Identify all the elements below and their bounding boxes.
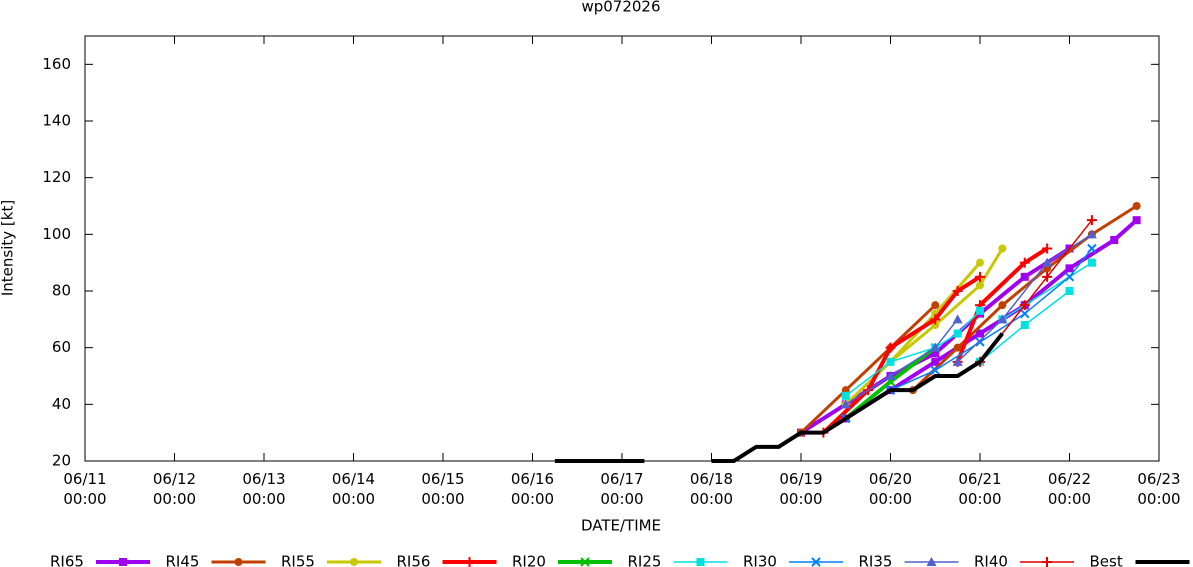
marker <box>1019 300 1030 311</box>
marker <box>953 329 962 338</box>
legend-marker <box>350 558 358 566</box>
legend-label: RI45 <box>166 553 200 567</box>
x-tick-label: 06/16 00:00 <box>510 470 555 508</box>
marker <box>931 349 940 358</box>
marker <box>841 391 850 400</box>
marker <box>952 286 963 296</box>
x-tick-label: 06/18 00:00 <box>689 470 734 508</box>
marker <box>1042 257 1053 267</box>
marker <box>1086 229 1097 239</box>
legend-marker <box>580 557 590 567</box>
marker <box>931 301 940 310</box>
marker <box>930 342 941 352</box>
marker <box>886 357 895 366</box>
marker <box>1019 257 1030 268</box>
marker <box>998 301 1007 310</box>
y-tick-label: 120 <box>42 168 71 186</box>
legend-marker <box>696 558 705 566</box>
marker <box>1086 215 1097 226</box>
legend-label: RI25 <box>628 553 662 567</box>
legend-label: Best <box>1090 553 1123 567</box>
legend-label: RI56 <box>397 553 431 567</box>
legend-marker <box>234 558 243 566</box>
marker <box>885 342 896 353</box>
marker <box>976 306 984 315</box>
marker <box>885 371 896 380</box>
x-tick-label: 06/19 00:00 <box>779 470 823 508</box>
x-tick-label: 06/17 00:00 <box>600 470 644 508</box>
legend-label: RI40 <box>974 553 1008 567</box>
series-line <box>554 332 1004 463</box>
marker <box>1110 236 1119 244</box>
legend-label: RI30 <box>743 553 777 567</box>
y-tick-label: 80 <box>52 282 71 300</box>
marker <box>1132 216 1141 225</box>
legend-label: RI55 <box>281 553 315 567</box>
y-tick-label: 20 <box>52 452 71 470</box>
legend-marker <box>1042 557 1052 567</box>
marker <box>975 271 985 282</box>
x-tick-label: 06/11 00:00 <box>63 470 107 508</box>
marker <box>952 356 963 366</box>
chart-title: wp072026 <box>581 0 660 16</box>
marker <box>953 343 962 352</box>
marker <box>1020 308 1030 319</box>
legend-label: RI35 <box>859 553 893 567</box>
x-tick-label: 06/22 00:00 <box>1047 470 1092 508</box>
marker <box>1132 202 1141 210</box>
legend-label: RI20 <box>512 553 546 567</box>
y-tick-label: 100 <box>42 225 71 243</box>
marker <box>998 244 1007 253</box>
x-tick-label: 06/13 00:00 <box>242 470 286 508</box>
marker <box>1042 243 1053 254</box>
marker <box>1087 258 1096 267</box>
x-tick-label: 06/12 00:00 <box>152 470 197 508</box>
y-tick-label: 160 <box>42 55 71 73</box>
plot-frame <box>84 35 1160 462</box>
marker <box>930 365 940 376</box>
x-tick-label: 06/14 00:00 <box>331 470 376 508</box>
marker <box>976 329 984 338</box>
marker <box>976 281 984 290</box>
x-tick-label: 06/15 00:00 <box>421 470 465 508</box>
marker <box>976 258 984 267</box>
x-tick-label: 06/21 00:00 <box>958 470 1002 508</box>
marker <box>1020 272 1029 281</box>
marker <box>840 399 851 409</box>
series-line <box>821 246 1049 435</box>
marker <box>1064 272 1075 282</box>
y-axis-label: Intensity [kt] <box>0 200 17 296</box>
marker <box>1042 271 1053 282</box>
marker <box>952 314 963 324</box>
x-tick-label: 06/23 00:00 <box>1137 470 1181 508</box>
marker <box>1087 243 1097 254</box>
x-axis-label: DATE/TIME <box>581 517 661 535</box>
y-tick-label: 60 <box>52 338 71 356</box>
marker <box>1065 287 1074 295</box>
x-tick-label: 06/20 00:00 <box>868 470 913 508</box>
legend-marker <box>926 557 937 566</box>
series-line <box>799 204 1138 434</box>
y-tick-label: 40 <box>52 395 71 413</box>
marker <box>931 357 940 366</box>
marker <box>1020 321 1029 329</box>
legend-label: RI65 <box>50 553 84 567</box>
marker <box>1065 264 1074 273</box>
legend-marker <box>464 557 475 567</box>
marker <box>997 314 1008 324</box>
marker <box>930 314 941 325</box>
marker <box>975 337 985 347</box>
y-tick-label: 140 <box>42 112 71 130</box>
legend-marker <box>119 558 127 566</box>
legend-marker <box>811 557 821 567</box>
marker <box>931 321 940 329</box>
